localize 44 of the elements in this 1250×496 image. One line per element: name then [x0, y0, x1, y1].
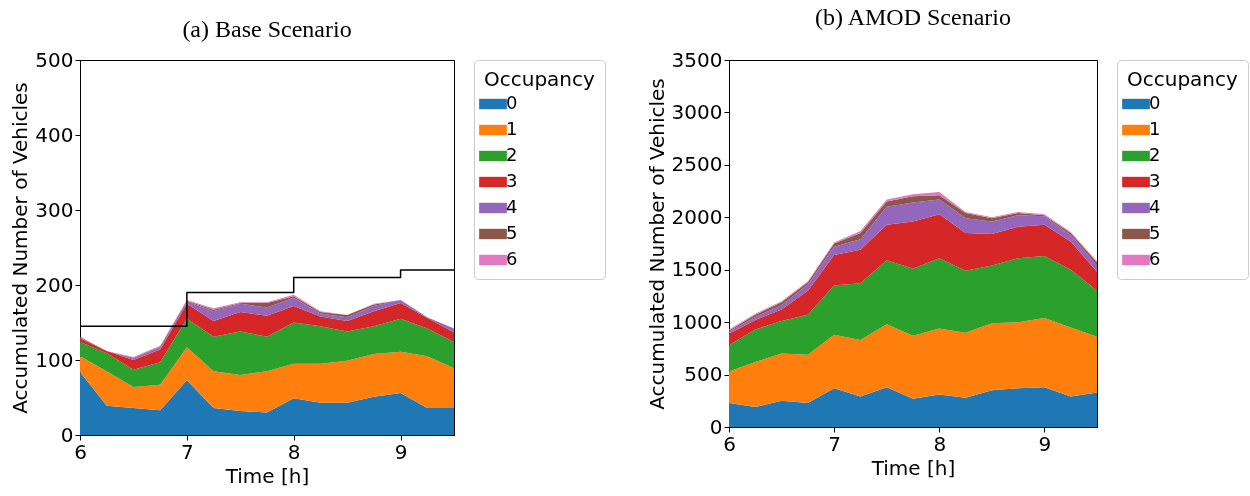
legend-label: 5	[506, 222, 518, 243]
legend-label: 4	[506, 196, 518, 217]
chart-title: (a) Base Scenario	[182, 16, 352, 42]
y-tick-label: 500	[684, 362, 723, 387]
chart-title: (b) AMOD Scenario	[815, 4, 1011, 30]
legend-label: 0	[506, 92, 518, 113]
legend-title: Occupancy	[1127, 67, 1239, 91]
legend-label: 6	[1149, 248, 1161, 269]
x-tick-label: 8	[933, 431, 947, 456]
x-axis-title: Time [h]	[224, 463, 310, 488]
y-tick-label: 3000	[671, 99, 723, 124]
x-tick-label: 6	[74, 439, 87, 464]
y-axis-title: Accumulated Number of Vehicles	[8, 82, 33, 414]
x-tick-label: 7	[180, 439, 194, 464]
x-tick-label: 9	[1038, 431, 1052, 456]
legend-label: 3	[506, 170, 518, 191]
legend-label: 3	[1149, 170, 1161, 191]
y-tick-label: 1500	[671, 257, 723, 282]
legend-label: 2	[506, 144, 518, 165]
x-tick-label: 7	[828, 431, 842, 456]
y-tick-label: 200	[35, 272, 74, 297]
legend-label: 6	[506, 248, 518, 269]
x-axis-title: Time [h]	[870, 455, 956, 480]
y-tick-label: 0	[60, 422, 74, 447]
y-axis-title: Accumulated Number of Vehicles	[644, 78, 669, 410]
legend-title: Occupancy	[484, 67, 596, 91]
y-tick-label: 2500	[671, 152, 723, 177]
legend-label: 5	[1149, 222, 1161, 243]
y-tick-label: 500	[35, 47, 74, 72]
legend-label: 4	[1149, 196, 1161, 217]
x-tick-label: 8	[287, 439, 301, 464]
y-tick-label: 100	[35, 347, 74, 372]
legend-label: 0	[1149, 92, 1161, 113]
y-tick-label: 2000	[671, 204, 723, 229]
y-tick-label: 300	[35, 197, 74, 222]
y-tick-label: 0	[709, 414, 723, 439]
legend-label: 1	[1149, 118, 1161, 139]
y-tick-label: 400	[35, 122, 74, 147]
x-tick-label: 9	[394, 439, 408, 464]
legend-label: 1	[506, 118, 518, 139]
x-tick-label: 6	[723, 431, 736, 456]
y-tick-label: 1000	[671, 309, 723, 334]
y-tick-label: 3500	[671, 47, 723, 72]
legend-label: 2	[1149, 144, 1161, 165]
